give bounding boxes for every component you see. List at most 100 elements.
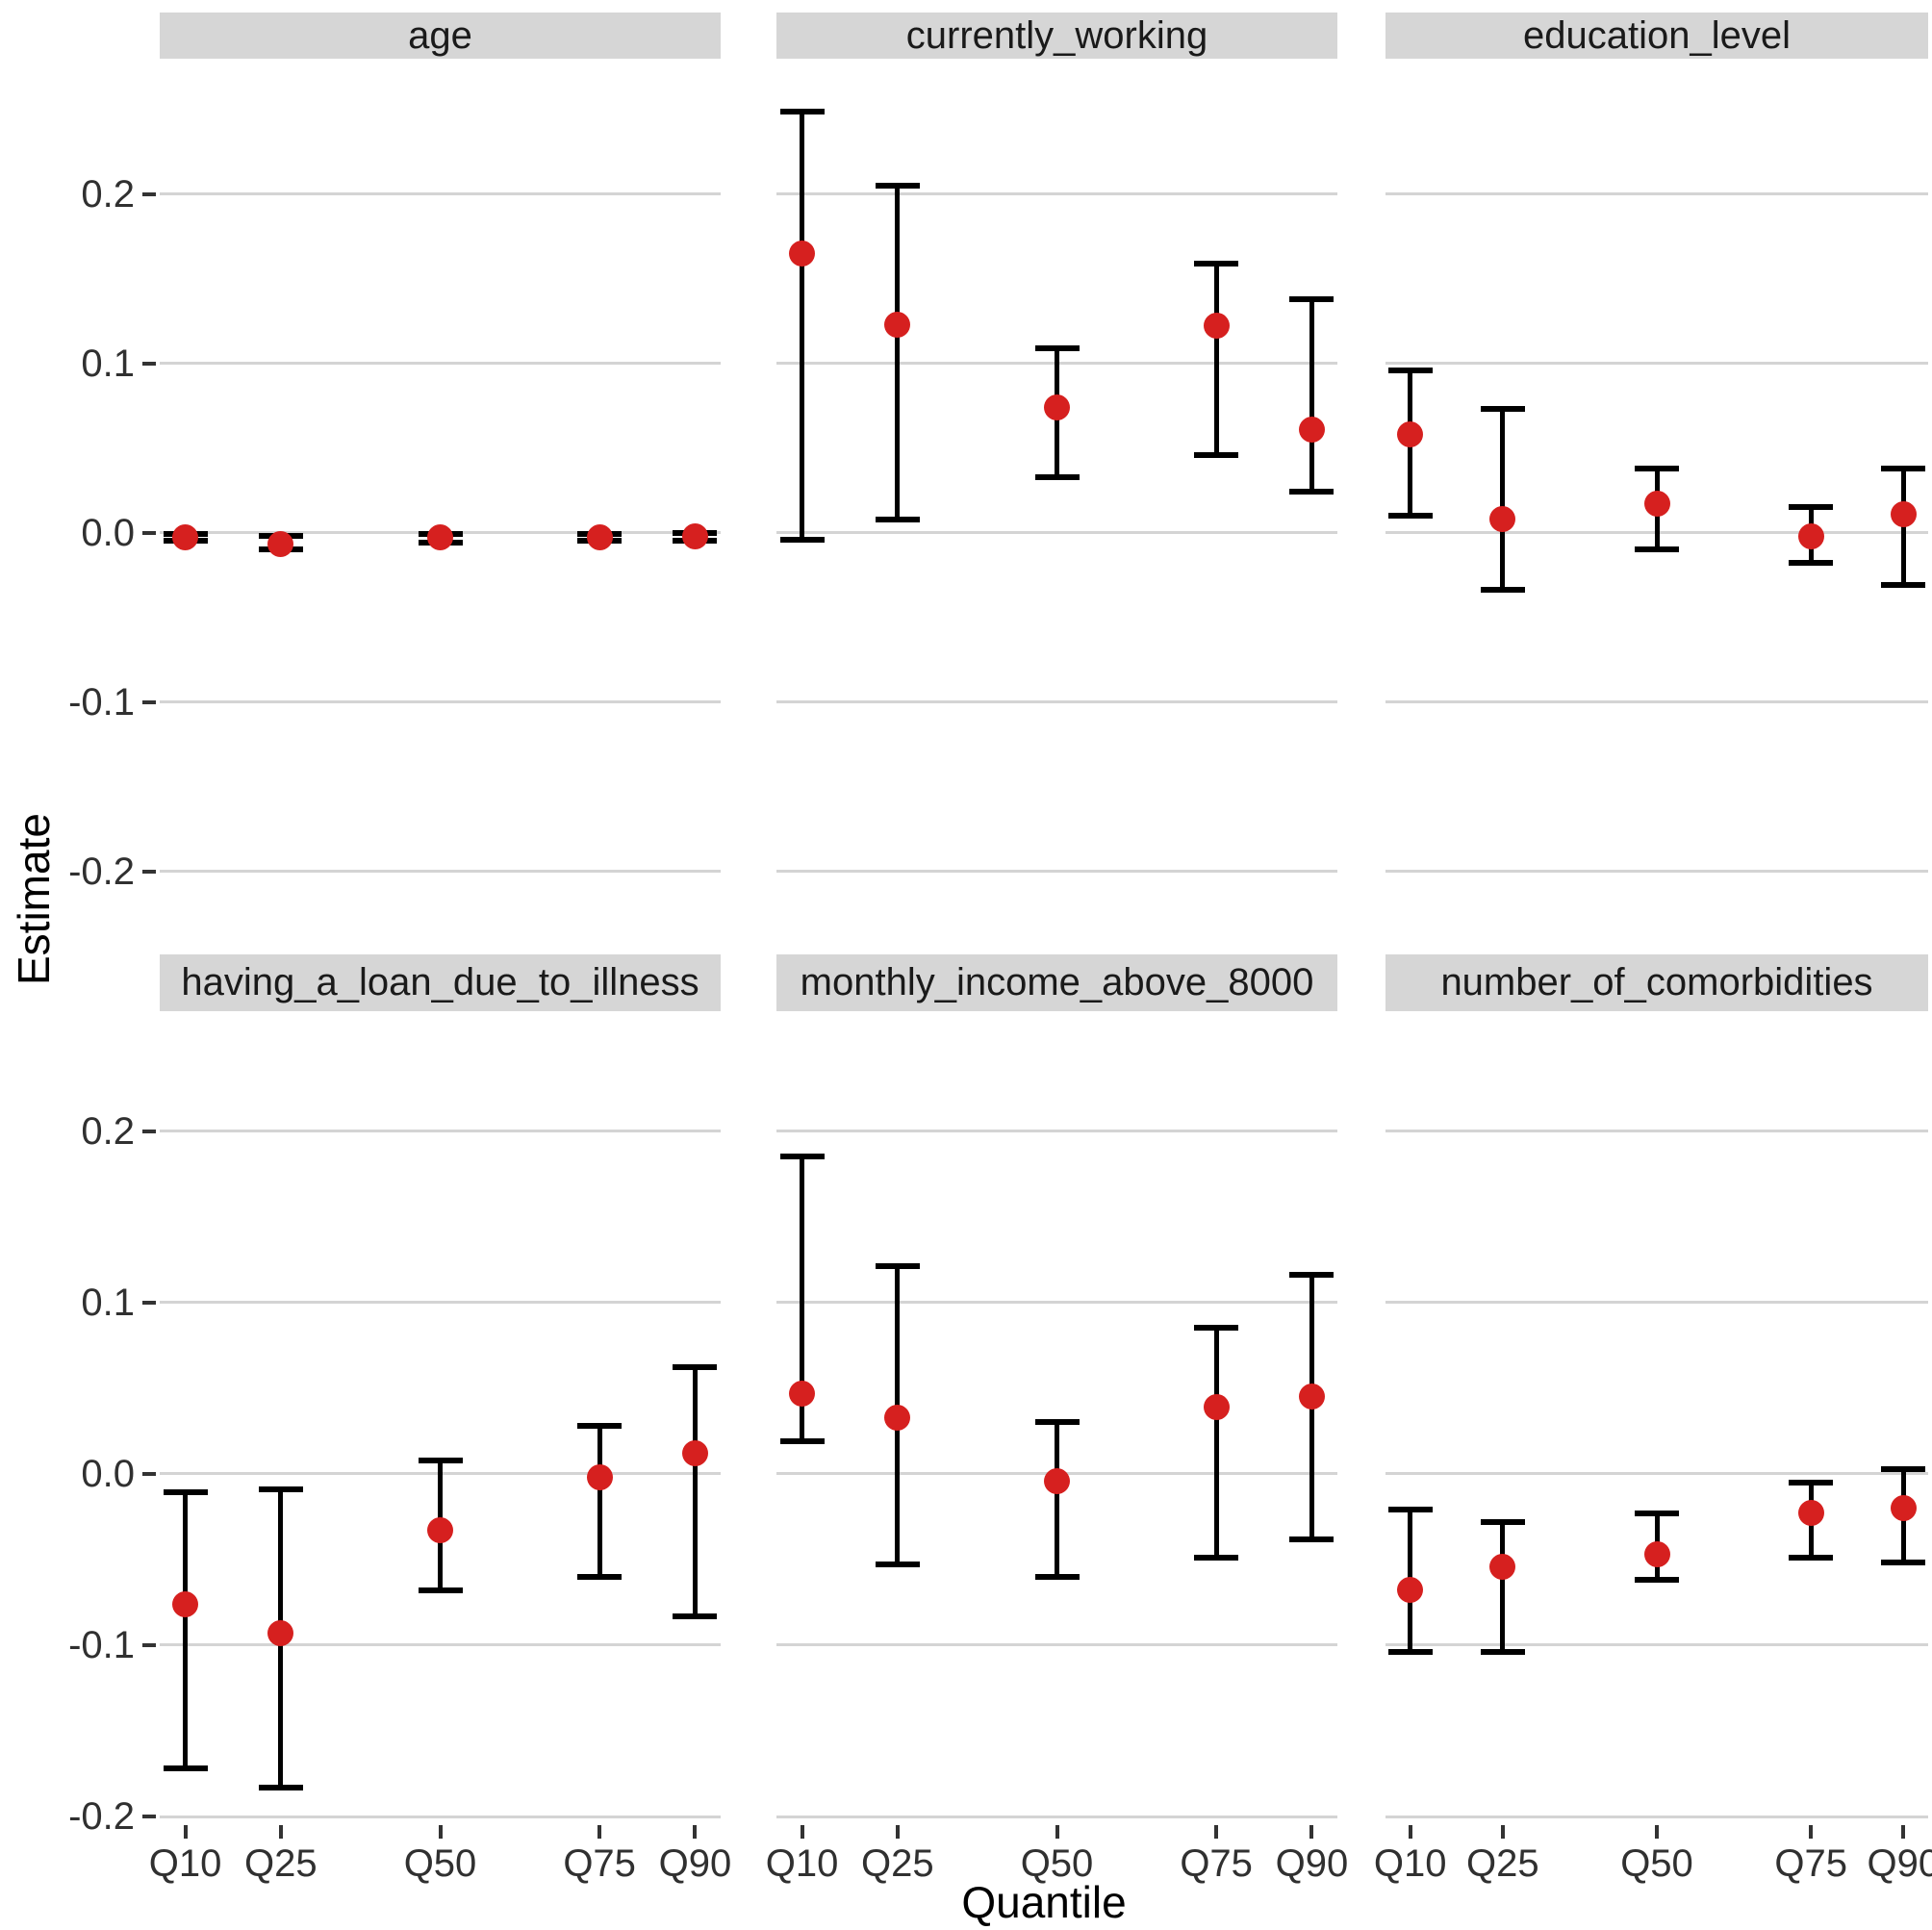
error-bar-cap-top <box>779 108 825 114</box>
facet-strip: age <box>160 13 721 59</box>
x-axis-tick <box>1809 1825 1814 1839</box>
gridline <box>776 870 1337 874</box>
point-marker <box>172 1590 199 1617</box>
y-axis-tick-label: 0.1 <box>81 1281 135 1324</box>
point-marker <box>586 1463 613 1490</box>
error-bar-cap-bottom <box>577 1573 623 1580</box>
x-axis-tick-label: Q25 <box>1465 1842 1539 1885</box>
point-marker <box>1298 1384 1325 1410</box>
point-marker <box>427 524 453 551</box>
error-bar-cap-bottom <box>1635 546 1679 553</box>
facet-panel <box>160 59 721 952</box>
point-marker <box>1643 1541 1670 1568</box>
facet-panel <box>1385 1011 1928 1825</box>
x-axis-tick-label: Q75 <box>1180 1842 1253 1885</box>
error-bar-cap-bottom <box>163 1765 208 1772</box>
error-bar-cap-top <box>418 1457 463 1463</box>
error-bar-cap-top <box>673 1364 718 1371</box>
x-axis-tick <box>1055 1825 1059 1839</box>
y-axis-tick <box>142 1815 156 1819</box>
y-axis-tick-label: -0.1 <box>68 680 135 724</box>
gridline <box>776 1815 1337 1818</box>
x-axis-tick-label: Q75 <box>1774 1842 1848 1885</box>
y-axis-tick-label: 0.1 <box>81 342 135 385</box>
gridline <box>776 700 1337 704</box>
point-marker <box>1489 506 1516 533</box>
point-marker <box>267 1620 294 1647</box>
point-marker <box>1890 500 1917 527</box>
error-bar-cap-bottom <box>1289 1536 1335 1542</box>
y-axis-tick <box>142 530 156 535</box>
gridline <box>160 870 721 874</box>
facet-panel <box>776 1011 1337 1825</box>
error-bar-cap-top <box>577 1423 623 1429</box>
error-bar-cap-top <box>875 1263 920 1270</box>
x-axis-tick-label: Q10 <box>1373 1842 1447 1885</box>
x-axis-tick-label: Q25 <box>244 1842 318 1885</box>
error-bar-cap-bottom <box>1194 1555 1239 1562</box>
gridline <box>776 192 1337 196</box>
x-axis-tick-label: Q10 <box>765 1842 839 1885</box>
gridline <box>1385 192 1928 196</box>
point-marker <box>681 522 708 549</box>
facet-strip: currently_working <box>776 13 1337 59</box>
error-bar-cap-bottom <box>258 1784 303 1790</box>
facet-strip: number_of_comorbidities <box>1385 954 1928 1011</box>
gridline <box>776 1301 1337 1305</box>
facet-title: currently_working <box>905 13 1208 57</box>
point-marker <box>586 524 613 551</box>
error-bar-cap-bottom <box>1881 1560 1926 1566</box>
error-bar-cap-bottom <box>1789 560 1834 567</box>
error-bar-cap-bottom <box>1881 582 1926 589</box>
error-bar-cap-top <box>1289 295 1335 302</box>
gridline <box>160 1301 721 1305</box>
point-marker <box>1643 491 1670 518</box>
error-bar-cap-top <box>1635 465 1679 471</box>
y-axis-tick-label: 0.0 <box>81 511 135 554</box>
error-bar <box>1055 1422 1059 1577</box>
gridline <box>1385 1472 1928 1476</box>
error-bar-cap-top <box>1789 504 1834 511</box>
x-axis-tick-label: Q90 <box>658 1842 732 1885</box>
x-axis-tick-label: Q25 <box>861 1842 934 1885</box>
error-bar <box>1500 1521 1506 1653</box>
point-marker <box>1489 1553 1516 1580</box>
gridline <box>160 1815 721 1818</box>
x-axis-tick <box>1655 1825 1659 1839</box>
error-bar <box>597 1426 602 1577</box>
error-bar <box>800 111 805 540</box>
y-axis-tick <box>142 1129 156 1133</box>
facet-title: age <box>408 13 472 57</box>
point-marker <box>1397 421 1424 448</box>
point-marker <box>1890 1495 1917 1521</box>
error-bar-cap-bottom <box>875 516 920 522</box>
point-marker <box>1203 313 1230 340</box>
point-marker <box>1298 416 1325 443</box>
y-axis-tick <box>142 1471 156 1476</box>
facet-strip: having_a_loan_due_to_illness <box>160 954 721 1011</box>
error-bar-cap-top <box>1789 1479 1834 1486</box>
error-bar <box>692 1367 698 1616</box>
error-bar-cap-top <box>1034 1419 1080 1426</box>
x-axis-tick <box>1901 1825 1906 1839</box>
point-marker <box>1203 1393 1230 1420</box>
error-bar <box>800 1156 805 1442</box>
error-bar-cap-top <box>1194 1325 1239 1332</box>
point-marker <box>884 311 911 338</box>
x-axis-title: Quantile <box>961 1877 1127 1927</box>
gridline <box>776 1130 1337 1133</box>
x-axis-tick <box>278 1825 283 1839</box>
y-axis-tick <box>142 1300 156 1305</box>
point-marker <box>1797 1500 1824 1527</box>
point-marker <box>1797 522 1824 549</box>
gridline <box>1385 362 1928 366</box>
error-bar-cap-bottom <box>779 1438 825 1445</box>
error-bar-cap-bottom <box>1387 513 1433 520</box>
x-axis-tick <box>800 1825 804 1839</box>
gridline <box>160 362 721 366</box>
error-bar-cap-top <box>1034 344 1080 351</box>
x-axis-tick <box>1500 1825 1505 1839</box>
y-axis-tick <box>142 191 156 196</box>
gridline <box>160 1643 721 1647</box>
error-bar-cap-bottom <box>1034 1573 1080 1580</box>
